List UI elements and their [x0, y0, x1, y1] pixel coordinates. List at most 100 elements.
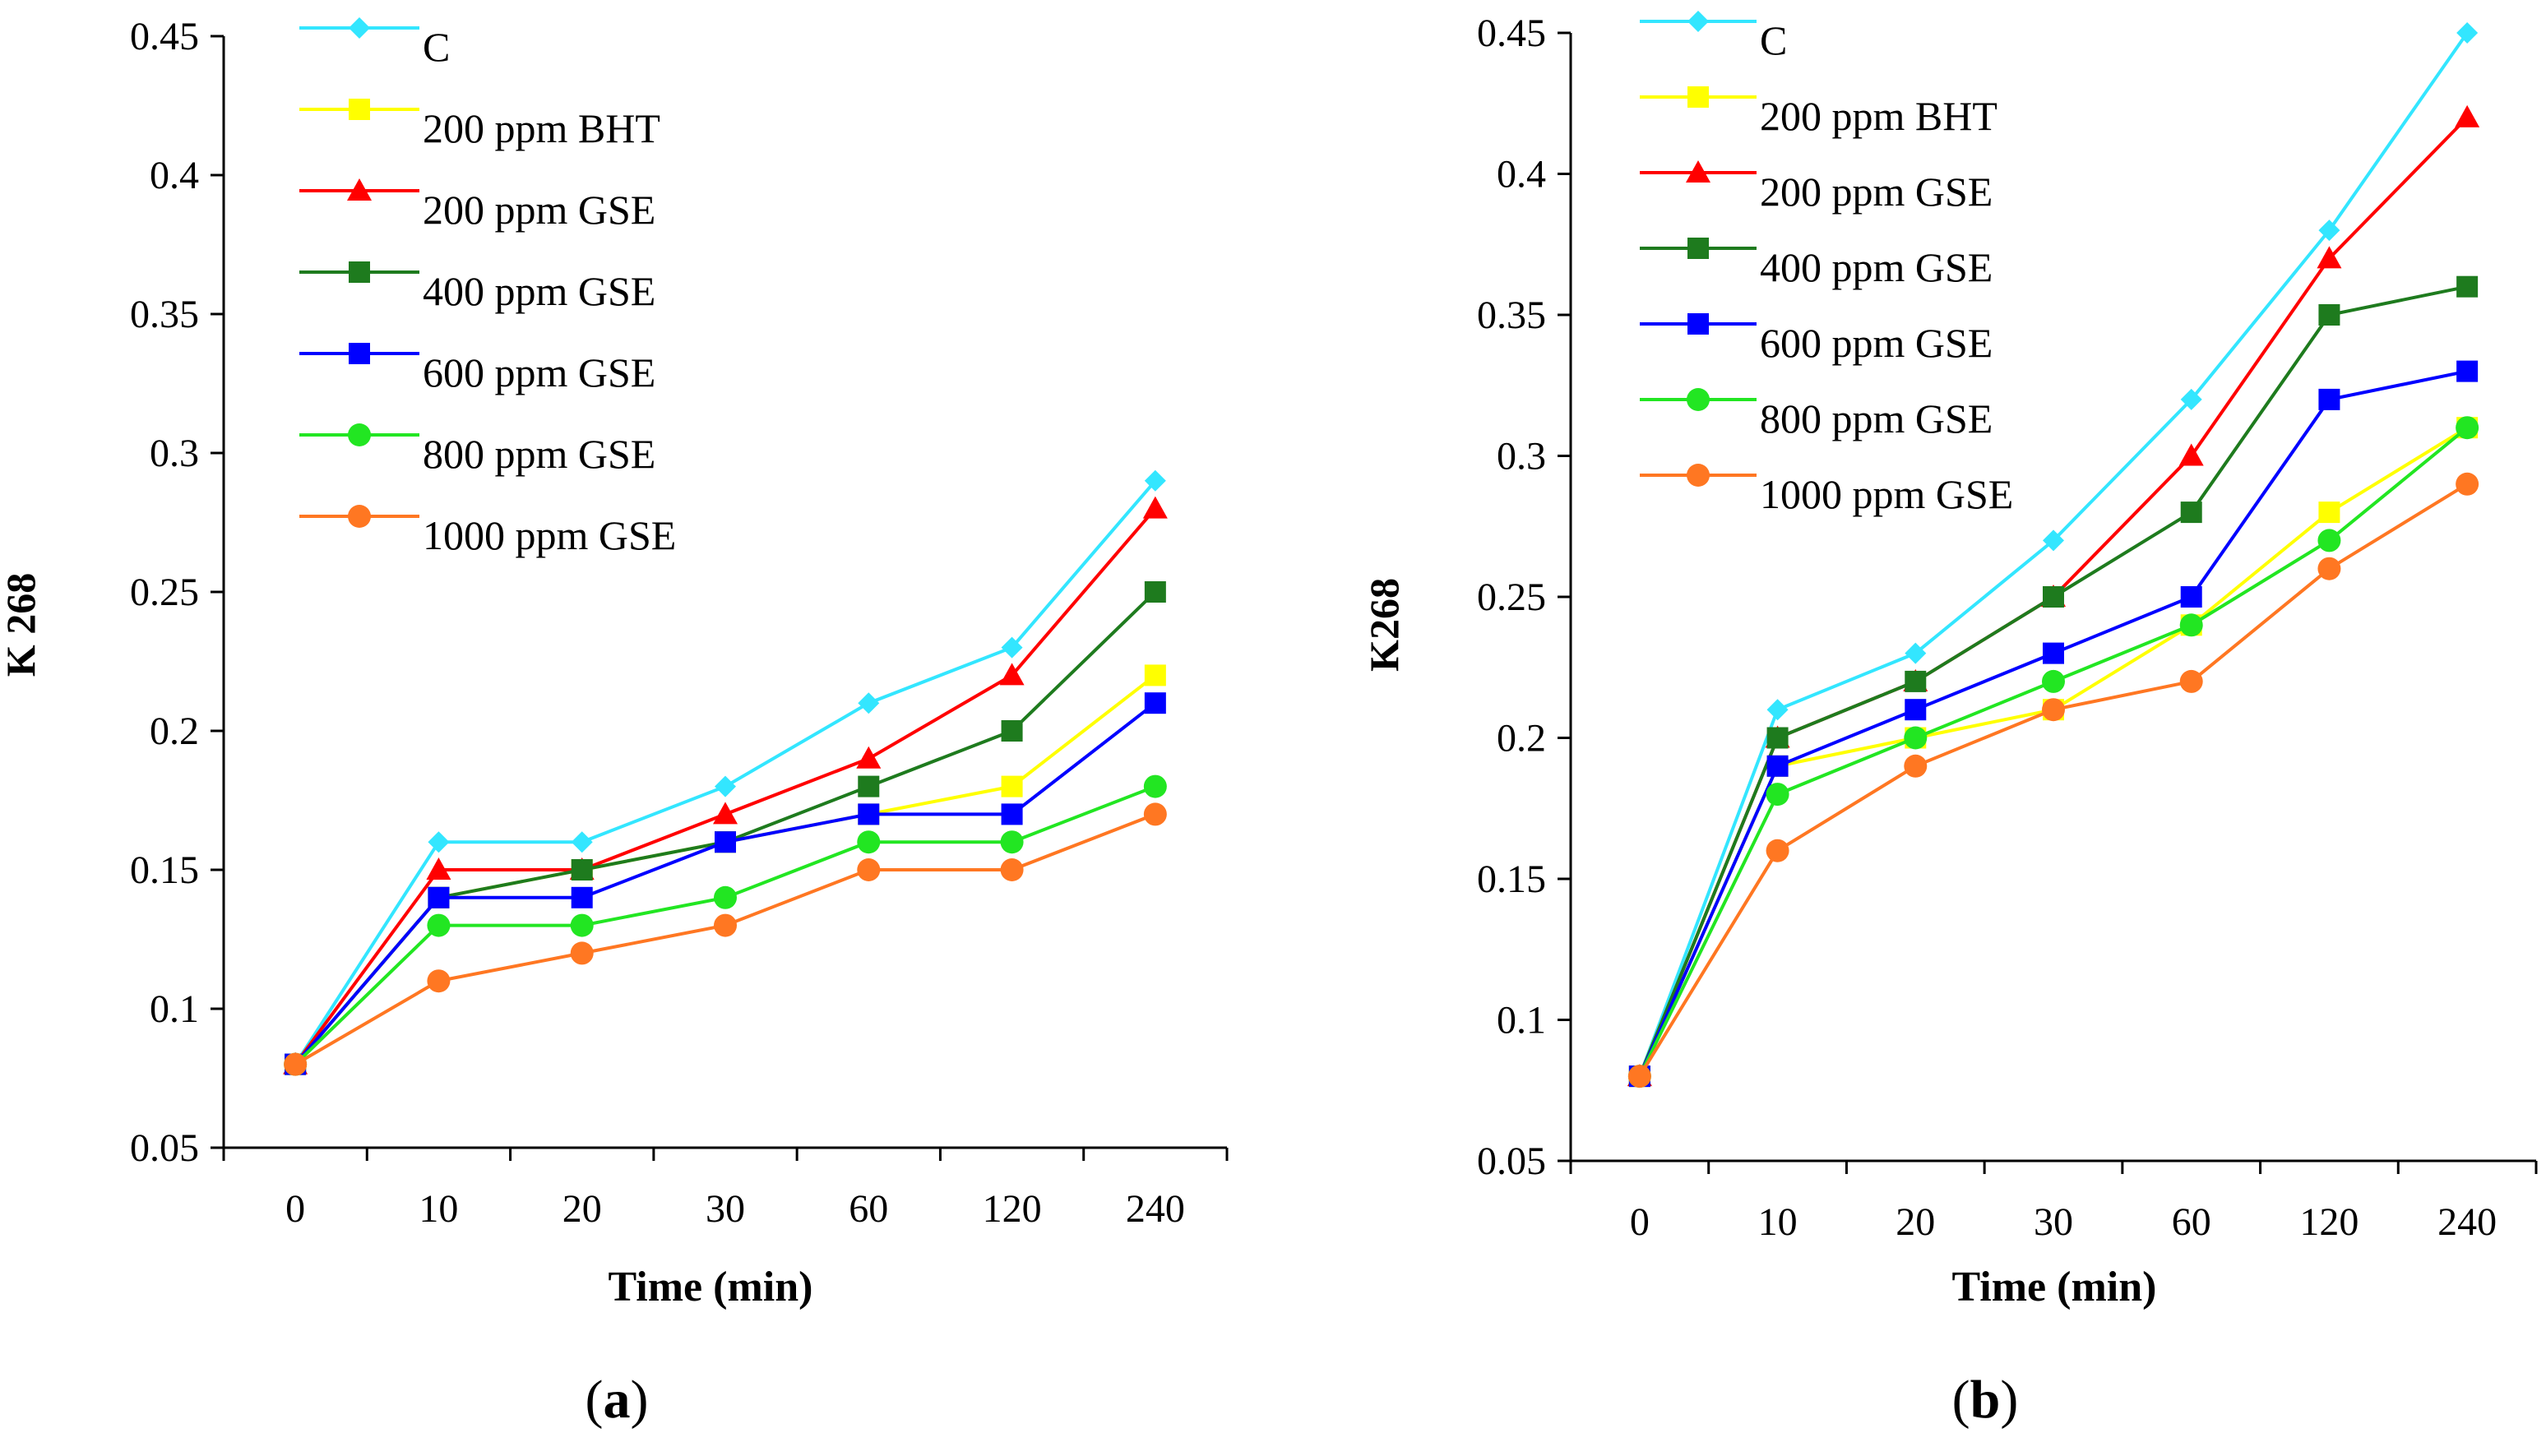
data-point-b-5-5	[2317, 529, 2341, 552]
y-tick-label-b: 0.1	[1497, 999, 1546, 1042]
y-tick-label-a: 0.2	[150, 710, 199, 753]
data-point-a-2-5	[999, 663, 1025, 686]
legend-marker-b-5	[1687, 388, 1710, 411]
data-point-b-4-1	[1766, 755, 1789, 777]
data-point-a-0-4	[858, 692, 880, 714]
data-point-a-4-5	[1001, 803, 1023, 825]
legend-label-b-1: 200 ppm BHT	[1760, 93, 1997, 139]
series-line-a-4	[294, 701, 1157, 1065]
y-tick-label-b: 0.15	[1477, 857, 1546, 901]
legend-marker-b-2	[1686, 160, 1710, 183]
y-tick-label-b: 0.45	[1477, 12, 1546, 55]
legend-marker-b-3	[1687, 238, 1709, 259]
y-tick-label-b: 0.3	[1497, 435, 1546, 478]
legend-marker-a-6	[348, 505, 371, 528]
legend-label-b-2: 200 ppm GSE	[1760, 169, 1993, 215]
x-tick-label-b: 60	[2172, 1200, 2211, 1244]
data-point-a-5-6	[1143, 774, 1167, 798]
data-point-a-6-3	[714, 913, 737, 937]
data-point-b-2-5	[2317, 246, 2342, 269]
y-tick-label-a: 0.3	[150, 432, 199, 475]
x-tick-label-a: 240	[1126, 1187, 1185, 1231]
y-tick-label-a: 0.4	[150, 154, 199, 197]
data-point-a-3-4	[858, 775, 880, 797]
data-point-b-6-1	[1766, 839, 1789, 862]
series-line-a-3	[294, 590, 1157, 1065]
data-point-b-6-4	[2179, 669, 2203, 693]
legend-marker-a-5	[348, 423, 371, 446]
data-point-b-6-0	[1627, 1065, 1651, 1089]
y-tick-label-a: 0.45	[130, 15, 199, 58]
data-point-a-3-5	[1001, 720, 1023, 742]
data-point-a-3-6	[1144, 581, 1166, 603]
legend-label-a-6: 1000 ppm GSE	[423, 512, 676, 558]
legend-marker-b-6	[1687, 464, 1710, 487]
data-point-a-2-6	[1142, 496, 1168, 519]
data-point-b-4-6	[2456, 360, 2479, 382]
data-point-b-0-4	[2180, 388, 2202, 410]
y-tick-label-a: 0.1	[150, 987, 199, 1031]
y-tick-label-a: 0.05	[130, 1126, 199, 1170]
legend-marker-a-3	[349, 261, 370, 283]
data-point-b-2-6	[2455, 104, 2480, 127]
legend-marker-b-0	[1687, 11, 1709, 32]
legend-label-b-3: 400 ppm GSE	[1760, 244, 1993, 290]
data-point-a-0-1	[428, 831, 450, 853]
data-point-b-2-4	[2178, 443, 2204, 466]
legend-label-b-6: 1000 ppm GSE	[1760, 471, 2013, 517]
data-point-b-3-6	[2456, 275, 2479, 298]
legend-marker-a-2	[347, 178, 372, 201]
x-tick-label-a: 60	[849, 1187, 888, 1231]
data-point-b-0-2	[1905, 642, 1927, 664]
x-tick-label-a: 30	[706, 1187, 745, 1231]
series-line-b-6	[1638, 483, 2469, 1078]
chart-a: 0.05 0.1 0.15 0.2 0.25 0.3 0.35 0.4 0.45 0 10 20 30 6…	[0, 15, 1229, 1310]
data-point-a-5-3	[714, 885, 737, 909]
data-point-a-5-1	[427, 913, 451, 937]
data-point-b-3-1	[1766, 727, 1789, 749]
data-point-b-5-2	[1904, 726, 1928, 750]
x-axis-title-a: Time (min)	[609, 1264, 813, 1310]
data-point-b-0-5	[2318, 220, 2340, 242]
data-point-b-5-1	[1766, 783, 1789, 807]
data-point-a-2-3	[713, 802, 738, 825]
data-point-a-4-6	[1144, 692, 1166, 714]
data-point-a-5-4	[857, 830, 881, 854]
data-point-a-4-1	[428, 886, 450, 908]
data-point-b-4-3	[2043, 642, 2064, 664]
y-axis-title-a: K 268	[0, 573, 44, 677]
data-point-a-0-2	[571, 831, 593, 853]
data-point-a-0-6	[1144, 469, 1166, 492]
y-tick-label-b: 0.2	[1497, 717, 1546, 760]
data-point-a-6-4	[857, 858, 881, 881]
data-point-b-5-3	[2042, 669, 2065, 693]
y-tick-label-a: 0.25	[130, 571, 199, 614]
x-tick-label-a: 0	[285, 1187, 305, 1231]
legend-label-a-0: C	[423, 24, 450, 70]
data-point-a-0-3	[715, 775, 736, 797]
data-point-b-4-4	[2180, 586, 2202, 608]
x-tick-label-a: 120	[983, 1187, 1042, 1231]
data-point-a-6-1	[427, 969, 451, 993]
data-point-b-5-6	[2456, 416, 2479, 440]
data-point-b-6-6	[2456, 472, 2479, 496]
legend-marker-a-4	[349, 343, 370, 364]
data-point-b-4-5	[2318, 388, 2340, 410]
panel-label-b: (b)	[1952, 1370, 2019, 1430]
data-point-a-6-0	[284, 1052, 308, 1076]
series-line-b-5	[1638, 426, 2469, 1077]
y-tick-label-b: 0.35	[1477, 294, 1546, 337]
data-point-b-6-2	[1904, 754, 1928, 778]
x-tick-label-b: 0	[1630, 1200, 1650, 1244]
data-point-a-4-4	[858, 803, 880, 825]
y-tick-label-a: 0.35	[130, 293, 199, 336]
series-line-a-1	[294, 673, 1157, 1065]
data-point-b-0-1	[1766, 699, 1789, 721]
legend-label-b-4: 600 ppm GSE	[1760, 320, 1993, 366]
y-tick-label-b: 0.4	[1497, 153, 1546, 196]
data-point-b-6-3	[2042, 698, 2065, 722]
data-point-b-0-6	[2456, 22, 2479, 44]
series-line-b-1	[1638, 426, 2469, 1077]
y-axis-title-b: K268	[1361, 578, 1407, 672]
